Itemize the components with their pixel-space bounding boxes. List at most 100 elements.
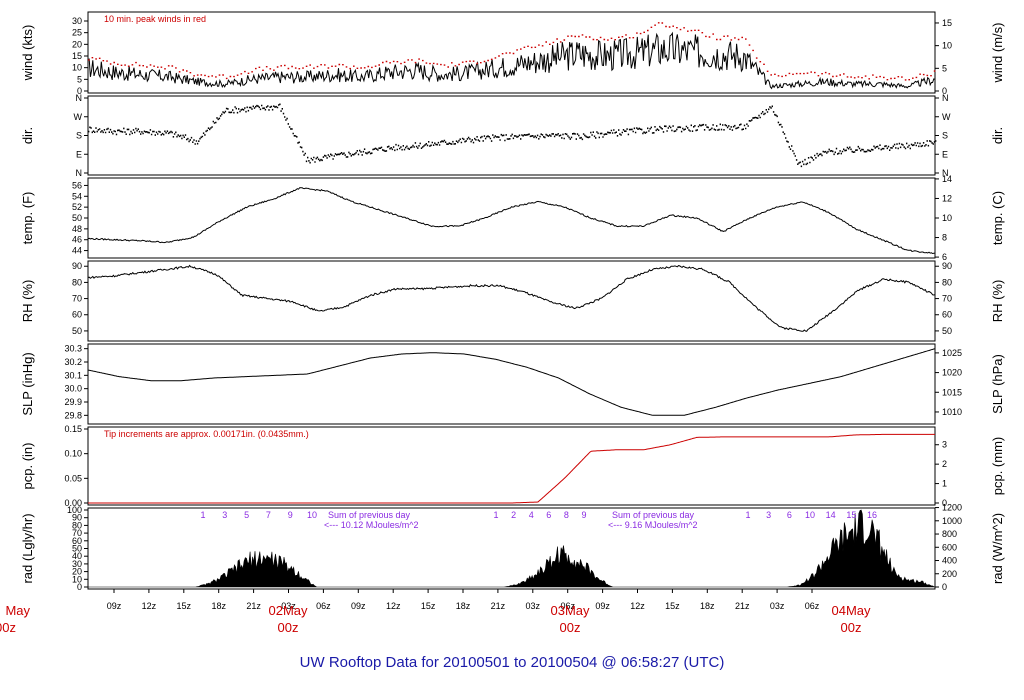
ytick-left-label: 46 <box>72 235 82 245</box>
ytick-left-label: 30.3 <box>64 344 82 354</box>
day-label-date: 02May <box>268 603 308 618</box>
hour-label: 4 <box>529 510 534 520</box>
hour-label: 3 <box>222 510 227 520</box>
hour-label: 14 <box>826 510 836 520</box>
xtick-label: 09z <box>351 601 366 611</box>
ytick-right-label: 15 <box>942 18 952 28</box>
panel-frame <box>87 260 936 342</box>
ytick-right-label: 60 <box>942 310 952 320</box>
panel-wind: wind (kts) wind (m/s)05101520253005101510… <box>20 11 1005 96</box>
xtick-label: 15z <box>665 601 680 611</box>
pcp-series <box>88 433 935 504</box>
xtick-label: 15z <box>421 601 436 611</box>
rh-series <box>87 264 936 332</box>
xtick-label: 09z <box>595 601 610 611</box>
hour-label: 5 <box>244 510 249 520</box>
panel-annotation: Tip increments are approx. 0.00171in. (0… <box>104 429 309 439</box>
ylabel-left: pcp. (in) <box>20 443 35 490</box>
day-label-hour: 00z <box>0 620 16 635</box>
ytick-right-label: W <box>942 112 951 122</box>
xtick-label: 03z <box>526 601 541 611</box>
ytick-left-label: 20 <box>72 567 82 577</box>
x-axis: 09z 12z 15z 18z 21z 03z 06z 09z 12z 15z 18z 21z 03z 0… <box>0 589 871 635</box>
ytick-right-label: 1 <box>942 479 947 489</box>
ytick-left-label: 0 <box>77 582 82 592</box>
ylabel-right: dir. <box>990 127 1005 144</box>
ytick-left-label: 80 <box>72 277 82 287</box>
ytick-left-label: 50 <box>72 326 82 336</box>
hour-label: 7 <box>266 510 271 520</box>
day-label-hour: 00z <box>841 620 862 635</box>
xtick-label: 18z <box>211 601 226 611</box>
ytick-right-label: 14 <box>942 174 952 184</box>
panel-frame <box>87 343 936 425</box>
ytick-right-label: 600 <box>942 542 957 552</box>
ytick-right-label: 3 <box>942 440 947 450</box>
ytick-right-label: 0 <box>942 86 947 96</box>
radiation-series <box>88 509 936 588</box>
hour-label: 10 <box>307 510 317 520</box>
panel-frame <box>87 426 936 506</box>
ytick-left-label: 70 <box>72 294 82 304</box>
xtick-label: 21z <box>246 601 261 611</box>
ytick-right-label: 12 <box>942 193 952 203</box>
ytick-right-label: 5 <box>942 63 947 73</box>
panels: wind (kts) wind (m/s)05101520253005101510… <box>20 11 1005 592</box>
ytick-left-label: 30.2 <box>64 357 82 367</box>
hour-label: 1 <box>200 510 205 520</box>
ytick-left-label: N <box>76 93 83 103</box>
ylabel-right: wind (m/s) <box>990 23 1005 84</box>
day-label-date: May <box>5 603 30 618</box>
ytick-left-label: 52 <box>72 202 82 212</box>
xtick-label: 15z <box>177 601 192 611</box>
hour-label: 16 <box>867 510 877 520</box>
ytick-left-label: 10 <box>72 574 82 584</box>
hour-label: 3 <box>766 510 771 520</box>
hour-label: 9 <box>581 510 586 520</box>
ytick-left-label: 60 <box>72 536 82 546</box>
page-title: UW Rooftop Data for 20100501 to 20100504… <box>300 654 725 671</box>
ytick-left-label: 29.8 <box>64 410 82 420</box>
panel-pcp: pcp. (in) pcp. (mm) 0.00 0.05 0.10 0.15 0 1 2 3 Ti… <box>20 424 1005 508</box>
ytick-left-label: 90 <box>72 261 82 271</box>
ytick-right-label: E <box>942 149 948 159</box>
ytick-right-label: 50 <box>942 326 952 336</box>
ytick-left-label: 15 <box>72 51 82 61</box>
ytick-left-label: E <box>76 149 82 159</box>
ytick-left-label: 25 <box>72 28 82 38</box>
xtick-label: 12z <box>630 601 645 611</box>
ytick-right-label: 400 <box>942 556 957 566</box>
day-label-hour: 00z <box>560 620 581 635</box>
slp-series <box>87 348 936 416</box>
xtick-label: 06z <box>560 601 575 611</box>
ytick-right-label: 6 <box>942 252 947 262</box>
ytick-left-label: 30.0 <box>64 384 82 394</box>
ytick-right-label: 1025 <box>942 348 962 358</box>
ytick-left-label: 80 <box>72 520 82 530</box>
ytick-left-label: S <box>76 131 82 141</box>
ytick-right-label: S <box>942 131 948 141</box>
daily-sum-heading: Sum of previous day <box>612 510 695 520</box>
ytick-right-label: 8 <box>942 233 947 243</box>
day-label-date: 04May <box>831 603 871 618</box>
panel-frame <box>87 177 936 259</box>
ytick-right-label: 10 <box>942 213 952 223</box>
hour-label: 6 <box>546 510 551 520</box>
xtick-label: 03z <box>281 601 296 611</box>
panel-annotation: 10 min. peak winds in red <box>104 14 206 24</box>
ylabel-right: temp. (C) <box>990 191 1005 245</box>
hour-label: 6 <box>787 510 792 520</box>
ytick-left-label: 0.05 <box>64 473 82 483</box>
ytick-left-label: 54 <box>72 191 82 201</box>
ytick-right-label: 1020 <box>942 368 962 378</box>
ytick-right-label: 0 <box>942 498 947 508</box>
ytick-left-label: 0 <box>77 86 82 96</box>
wind-speed-series <box>87 31 936 90</box>
ytick-left-label: 0.00 <box>64 498 82 508</box>
ytick-right-label: N <box>942 168 949 178</box>
wind-direction-series <box>88 103 937 168</box>
daily-sum-value: <--- 10.12 MJoules/m^2 <box>324 520 419 530</box>
ytick-right-label: 2 <box>942 459 947 469</box>
